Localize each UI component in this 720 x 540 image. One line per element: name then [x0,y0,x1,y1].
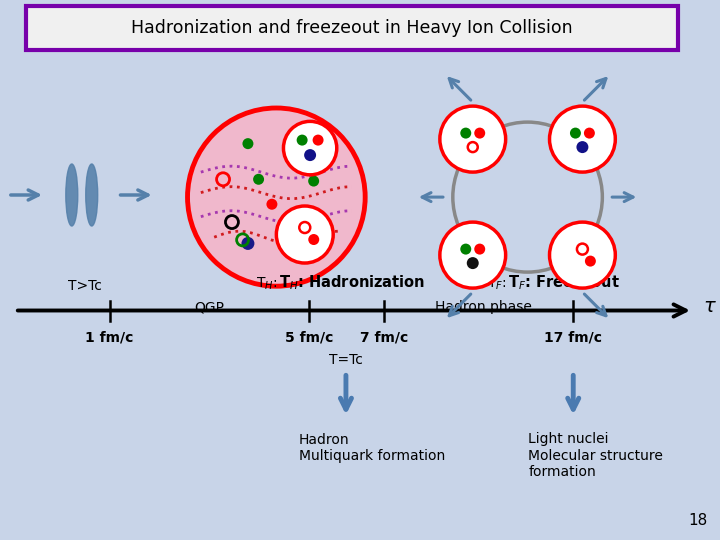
Circle shape [297,134,307,146]
Text: 18: 18 [688,513,708,528]
Circle shape [253,174,264,185]
Text: T=Tc: T=Tc [329,353,363,367]
Circle shape [467,257,479,269]
FancyBboxPatch shape [26,6,678,50]
Circle shape [549,106,616,172]
Circle shape [308,234,319,245]
Circle shape [474,127,485,139]
Circle shape [304,149,316,161]
Circle shape [460,127,472,139]
Circle shape [297,226,308,237]
Ellipse shape [86,164,98,226]
Text: Hadronization and freezeout in Heavy Ion Collision: Hadronization and freezeout in Heavy Ion… [131,19,572,37]
Text: T$_H$: Hadronization: T$_H$: Hadronization [279,274,426,293]
Text: 1 fm/c: 1 fm/c [86,330,134,345]
Circle shape [577,141,588,153]
Text: 17 fm/c: 17 fm/c [544,330,602,345]
Text: Hadron
Multiquark formation: Hadron Multiquark formation [299,433,446,463]
Circle shape [549,222,616,288]
Circle shape [243,138,253,149]
Text: Light nuclei
Molecular structure
formation: Light nuclei Molecular structure formati… [528,433,663,479]
Circle shape [585,255,596,267]
Circle shape [474,244,485,254]
Circle shape [460,244,472,254]
Text: T$_H$:: T$_H$: [256,276,279,293]
Circle shape [570,127,581,139]
Circle shape [284,122,337,175]
Text: 5 fm/c: 5 fm/c [285,330,333,345]
Text: $\tau$: $\tau$ [703,297,716,316]
Text: T$_F$: Freezeout: T$_F$: Freezeout [508,274,621,293]
Circle shape [308,176,319,186]
Circle shape [440,222,505,288]
Text: QGP: QGP [194,300,225,314]
Circle shape [312,134,323,146]
Text: Hadron phase: Hadron phase [435,300,532,314]
Circle shape [276,206,333,263]
Circle shape [584,127,595,139]
Ellipse shape [66,164,78,226]
Circle shape [290,143,302,153]
Text: T>Tc: T>Tc [68,279,102,293]
Text: 7 fm/c: 7 fm/c [360,330,408,345]
Text: T$_F$:: T$_F$: [487,276,508,293]
Circle shape [241,237,254,250]
Circle shape [266,199,277,210]
Circle shape [440,106,505,172]
Circle shape [187,108,365,286]
